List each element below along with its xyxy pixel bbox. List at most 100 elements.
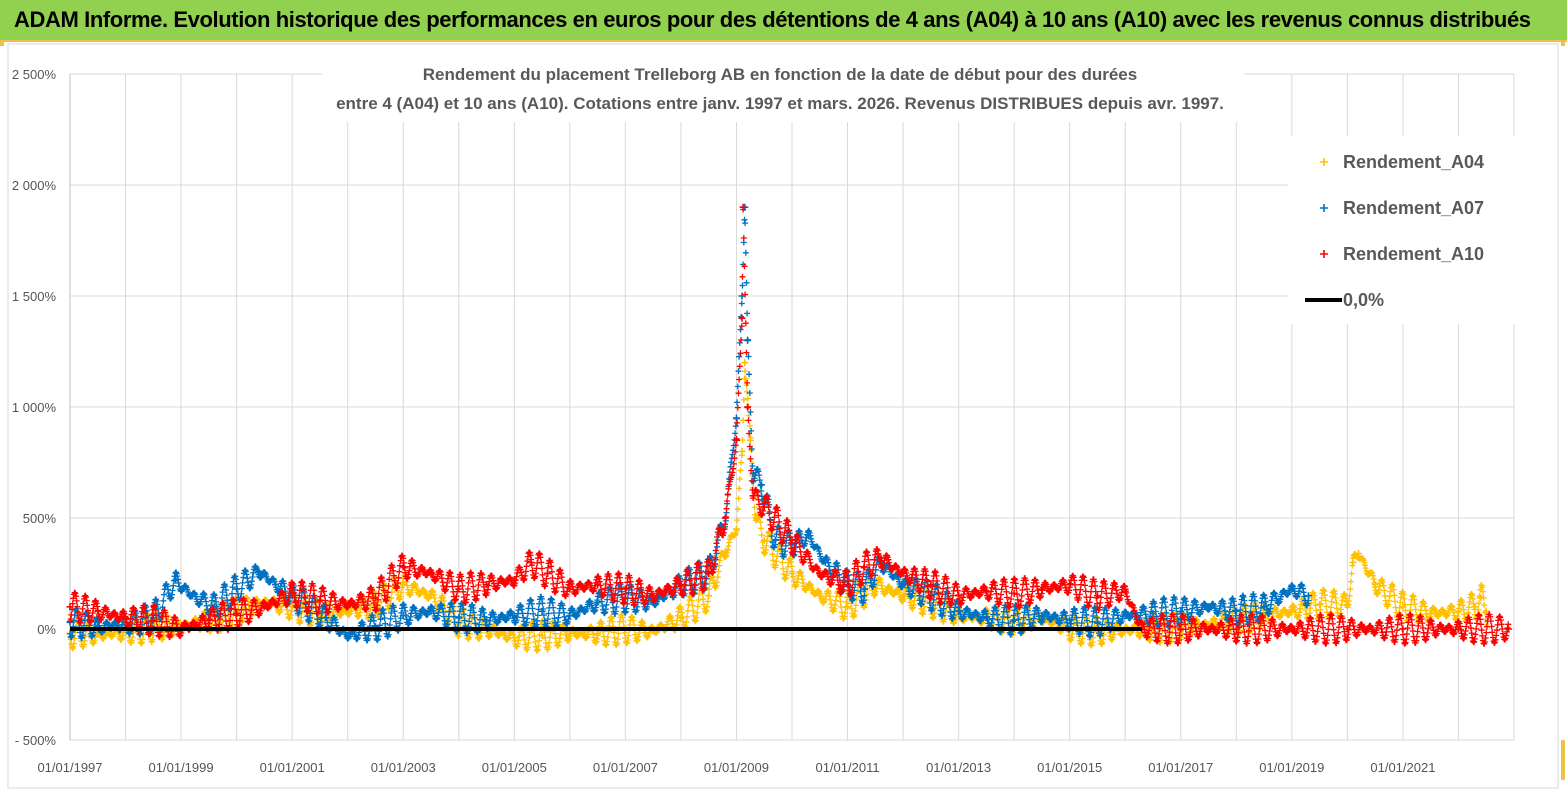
data-point [877, 554, 885, 562]
data-point [1149, 625, 1157, 633]
data-point [746, 436, 754, 444]
markers-A10 [67, 206, 1512, 647]
data-point [749, 492, 757, 500]
data-point [1343, 625, 1351, 633]
data-point [1232, 607, 1240, 615]
data-point [1149, 609, 1157, 617]
data-point [271, 581, 279, 589]
data-point [399, 563, 407, 571]
data-point [188, 592, 196, 600]
data-point [538, 632, 546, 640]
data-point [566, 585, 574, 593]
x-tick-label: 01/01/2009 [704, 760, 769, 775]
data-point [821, 558, 829, 566]
data-point [344, 601, 352, 609]
data-point [1288, 625, 1296, 633]
data-point [1477, 594, 1485, 602]
y-tick-label: 500% [23, 511, 57, 526]
data-point [805, 532, 813, 540]
data-point [566, 612, 574, 620]
corner-mark-top-right [1561, 40, 1565, 46]
data-point [816, 592, 824, 600]
data-point [1177, 607, 1185, 615]
data-point [1038, 612, 1046, 620]
data-point [721, 547, 729, 555]
data-point [788, 570, 796, 577]
corner-mark-top-left [0, 40, 4, 46]
data-point [594, 581, 602, 589]
data-point [732, 525, 740, 533]
x-tick-label: 01/01/2003 [371, 760, 436, 775]
data-point [483, 581, 491, 589]
data-point [288, 589, 296, 597]
x-tick-label: 01/01/2011 [815, 760, 879, 775]
data-point [721, 514, 729, 522]
data-point [1010, 589, 1018, 597]
data-point [738, 314, 746, 322]
legend-marker [1320, 204, 1328, 212]
data-point [860, 585, 868, 593]
data-point [1482, 607, 1490, 615]
data-point [844, 603, 852, 611]
data-point [705, 570, 713, 577]
data-point [1066, 616, 1074, 624]
title-banner: ADAM Informe. Evolution historique des p… [0, 0, 1567, 42]
chart-title-line2: entre 4 (A04) et 10 ans (A10). Cotations… [336, 94, 1224, 113]
data-point [510, 576, 518, 584]
data-point [1038, 585, 1046, 593]
data-point [749, 470, 757, 478]
data-point [705, 592, 713, 600]
data-point [955, 592, 963, 600]
data-point [371, 594, 379, 602]
data-point [1288, 607, 1296, 615]
data-point [399, 581, 407, 589]
data-point [94, 607, 102, 615]
data-point [1010, 616, 1018, 624]
data-point [752, 514, 760, 522]
data-point [788, 536, 796, 544]
data-point [899, 581, 907, 589]
x-axis: 01/01/1997 01/01/1999 01/01/2001 01/01/2003… [37, 760, 1435, 775]
data-point [316, 596, 324, 604]
data-point [527, 558, 535, 566]
data-point [1121, 587, 1129, 595]
data-point [1305, 592, 1313, 600]
data-point [1354, 550, 1362, 558]
data-point [260, 603, 268, 611]
data-point [732, 436, 740, 444]
x-tick-label: 01/01/2017 [1148, 760, 1213, 775]
data-point [741, 359, 749, 367]
data-point [744, 403, 752, 411]
legend: Rendement_A04 Rendement_A07 Rendement_A10 0… [1288, 136, 1516, 324]
legend-label: Rendement_A10 [1343, 244, 1484, 264]
x-tick-label: 01/01/1999 [149, 760, 214, 775]
y-axis: - 500% 0% 500% 1 000% 1 500% 2 000% 2 500% [12, 67, 57, 748]
data-point [321, 614, 329, 622]
x-tick-label: 01/01/2001 [260, 760, 325, 775]
data-point [1205, 603, 1213, 611]
y-tick-label: 1 500% [12, 289, 57, 304]
data-point [899, 592, 907, 600]
data-point [594, 629, 602, 637]
title-background [322, 58, 1244, 122]
legend-label: 0,0% [1343, 290, 1384, 310]
data-point [1399, 625, 1407, 633]
corner-mark-bottom-right [1561, 740, 1565, 780]
data-point [399, 612, 407, 620]
y-tick-label: 2 500% [12, 67, 57, 82]
data-point [982, 587, 990, 595]
legend-background [1288, 136, 1516, 324]
data-point [455, 614, 463, 622]
data-point [1471, 603, 1479, 611]
data-point [149, 616, 157, 624]
data-point [122, 614, 130, 622]
y-tick-label: 2 000% [12, 178, 57, 193]
data-point [255, 567, 263, 575]
data-point [860, 563, 868, 571]
data-point [455, 585, 463, 593]
data-point [66, 603, 74, 611]
y-tick-label: 1 000% [12, 400, 57, 415]
data-point [1427, 609, 1435, 617]
data-point [427, 570, 435, 577]
data-point [566, 629, 574, 637]
